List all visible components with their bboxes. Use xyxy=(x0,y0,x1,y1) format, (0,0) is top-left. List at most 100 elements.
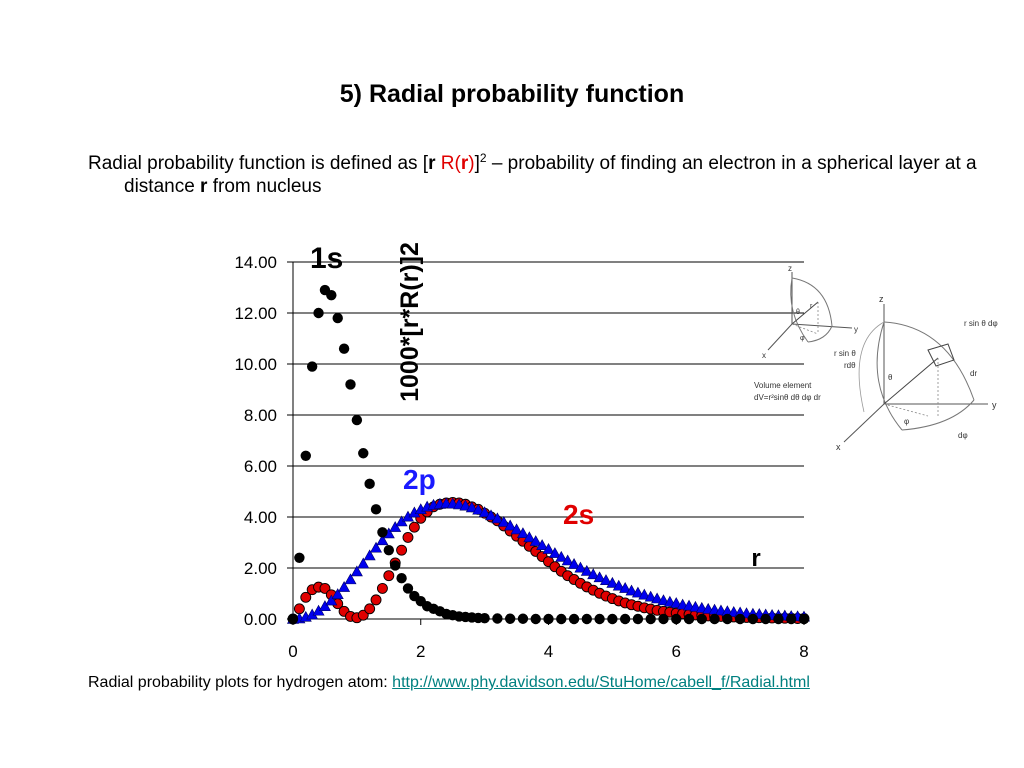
point-2p xyxy=(561,554,574,566)
axis-z-label-large: z xyxy=(879,294,884,304)
point-1s xyxy=(332,312,343,324)
point-2s xyxy=(357,609,369,621)
point-1s xyxy=(377,527,388,538)
y-tick-label: 10.00 xyxy=(234,355,277,374)
chart-marks xyxy=(286,284,811,625)
point-1s xyxy=(300,450,311,461)
y-tick-label: 8.00 xyxy=(244,406,277,425)
point-2p xyxy=(619,582,632,593)
point-2p xyxy=(318,600,331,611)
point-1s xyxy=(370,504,382,515)
point-2p xyxy=(612,579,625,591)
label-dr: dr xyxy=(970,369,977,378)
chart-grid xyxy=(287,261,805,625)
point-1s xyxy=(543,613,554,625)
axis-x-label: x xyxy=(762,351,766,360)
series-label-1s: 1s xyxy=(310,242,343,275)
volume-element-title: Volume element xyxy=(754,381,812,390)
point-2p xyxy=(657,594,670,606)
point-2p xyxy=(491,512,504,524)
x-axis-ticks: 0 2 4 6 8 xyxy=(288,642,808,661)
point-1s xyxy=(504,613,516,624)
point-1s xyxy=(607,613,618,625)
source-link[interactable]: http://www.phy.davidson.edu/StuHome/cabe… xyxy=(392,674,810,691)
slide-caption: Radial probability plots for hydrogen at… xyxy=(88,674,810,691)
y-tick-label: 12.00 xyxy=(234,304,277,323)
point-1s xyxy=(517,613,529,624)
point-1s xyxy=(390,560,401,571)
point-1s xyxy=(747,613,759,625)
point-1s xyxy=(396,573,407,584)
phi-label: φ xyxy=(800,335,805,342)
point-1s xyxy=(568,613,580,625)
point-2p xyxy=(350,565,363,577)
point-1s xyxy=(773,613,784,625)
point-1s xyxy=(358,448,369,459)
point-2p xyxy=(497,515,510,527)
y-tick-label: 0.00 xyxy=(244,610,277,629)
point-1s xyxy=(594,613,605,625)
point-2p xyxy=(357,557,370,569)
series-2s xyxy=(287,497,810,625)
point-2p xyxy=(516,527,529,539)
point-2s xyxy=(319,582,331,594)
point-2s xyxy=(364,603,376,615)
axis-y-label: y xyxy=(854,325,858,334)
point-2p xyxy=(459,499,472,511)
axis-x-label-large: x xyxy=(836,442,841,452)
point-2p xyxy=(574,561,587,573)
x-axis-label: r xyxy=(751,545,760,572)
slide-title: 5) Radial probability function xyxy=(339,80,685,108)
y-tick-label: 2.00 xyxy=(244,559,277,578)
point-2s xyxy=(376,582,388,594)
point-2p xyxy=(529,535,542,546)
point-2p xyxy=(631,586,644,598)
point-1s xyxy=(338,343,350,354)
label-phi: φ xyxy=(904,417,909,426)
point-1s xyxy=(619,613,631,625)
label-r-dtheta: rdθ xyxy=(844,361,856,370)
point-1s xyxy=(798,613,810,625)
point-2p xyxy=(670,597,683,608)
point-2p xyxy=(331,588,344,599)
point-1s xyxy=(722,613,733,625)
label-r-sin-theta: r sin θ xyxy=(834,349,856,358)
y-tick-label: 14.00 xyxy=(234,253,277,272)
definition-text: Radial probability function is defined a… xyxy=(88,151,977,197)
axis-y-label-large: y xyxy=(992,400,997,410)
point-2p xyxy=(472,503,485,515)
y-tick-label: 6.00 xyxy=(244,457,277,476)
point-2p xyxy=(363,549,376,561)
theta-label: θ xyxy=(796,309,800,316)
point-2p xyxy=(587,568,600,580)
point-1s xyxy=(313,307,324,319)
y-axis-ticks: 0.00 2.00 4.00 6.00 8.00 10.00 12.00 14.00 xyxy=(234,253,277,629)
point-2p xyxy=(548,547,561,558)
series-label-2p: 2p xyxy=(403,464,436,495)
point-2s xyxy=(408,521,420,533)
point-2p xyxy=(338,581,351,592)
point-1s xyxy=(306,361,318,372)
point-2p xyxy=(606,576,619,588)
label-dphi: dφ xyxy=(958,431,968,440)
point-2s xyxy=(396,544,408,556)
point-1s xyxy=(345,379,356,390)
point-2p xyxy=(478,506,491,518)
x-tick-label: 2 xyxy=(416,642,425,661)
point-1s xyxy=(671,613,682,625)
point-1s xyxy=(658,613,669,625)
point-2p xyxy=(638,588,651,600)
label-r-sin-theta-dphi: r sin θ dφ xyxy=(964,319,998,328)
label-theta: θ xyxy=(888,373,893,382)
point-2s xyxy=(300,591,312,603)
point-2s xyxy=(402,531,414,543)
point-2s xyxy=(383,570,395,582)
point-1s xyxy=(760,613,771,625)
point-2p xyxy=(325,594,338,606)
point-2p xyxy=(344,573,357,585)
point-1s xyxy=(530,613,541,625)
point-2p xyxy=(510,523,523,535)
volume-element-formula: dV=r²sinθ dθ dφ dr xyxy=(754,393,821,402)
point-2p xyxy=(644,590,657,602)
